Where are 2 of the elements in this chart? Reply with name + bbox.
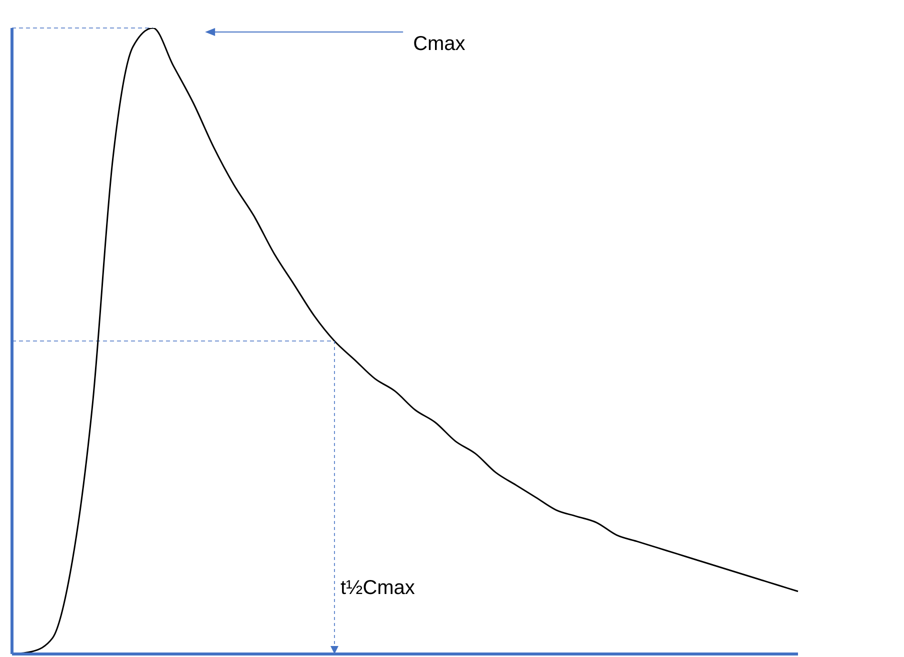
annotation: t½Cmax [340, 577, 415, 599]
annotation: Cmax [413, 33, 466, 55]
